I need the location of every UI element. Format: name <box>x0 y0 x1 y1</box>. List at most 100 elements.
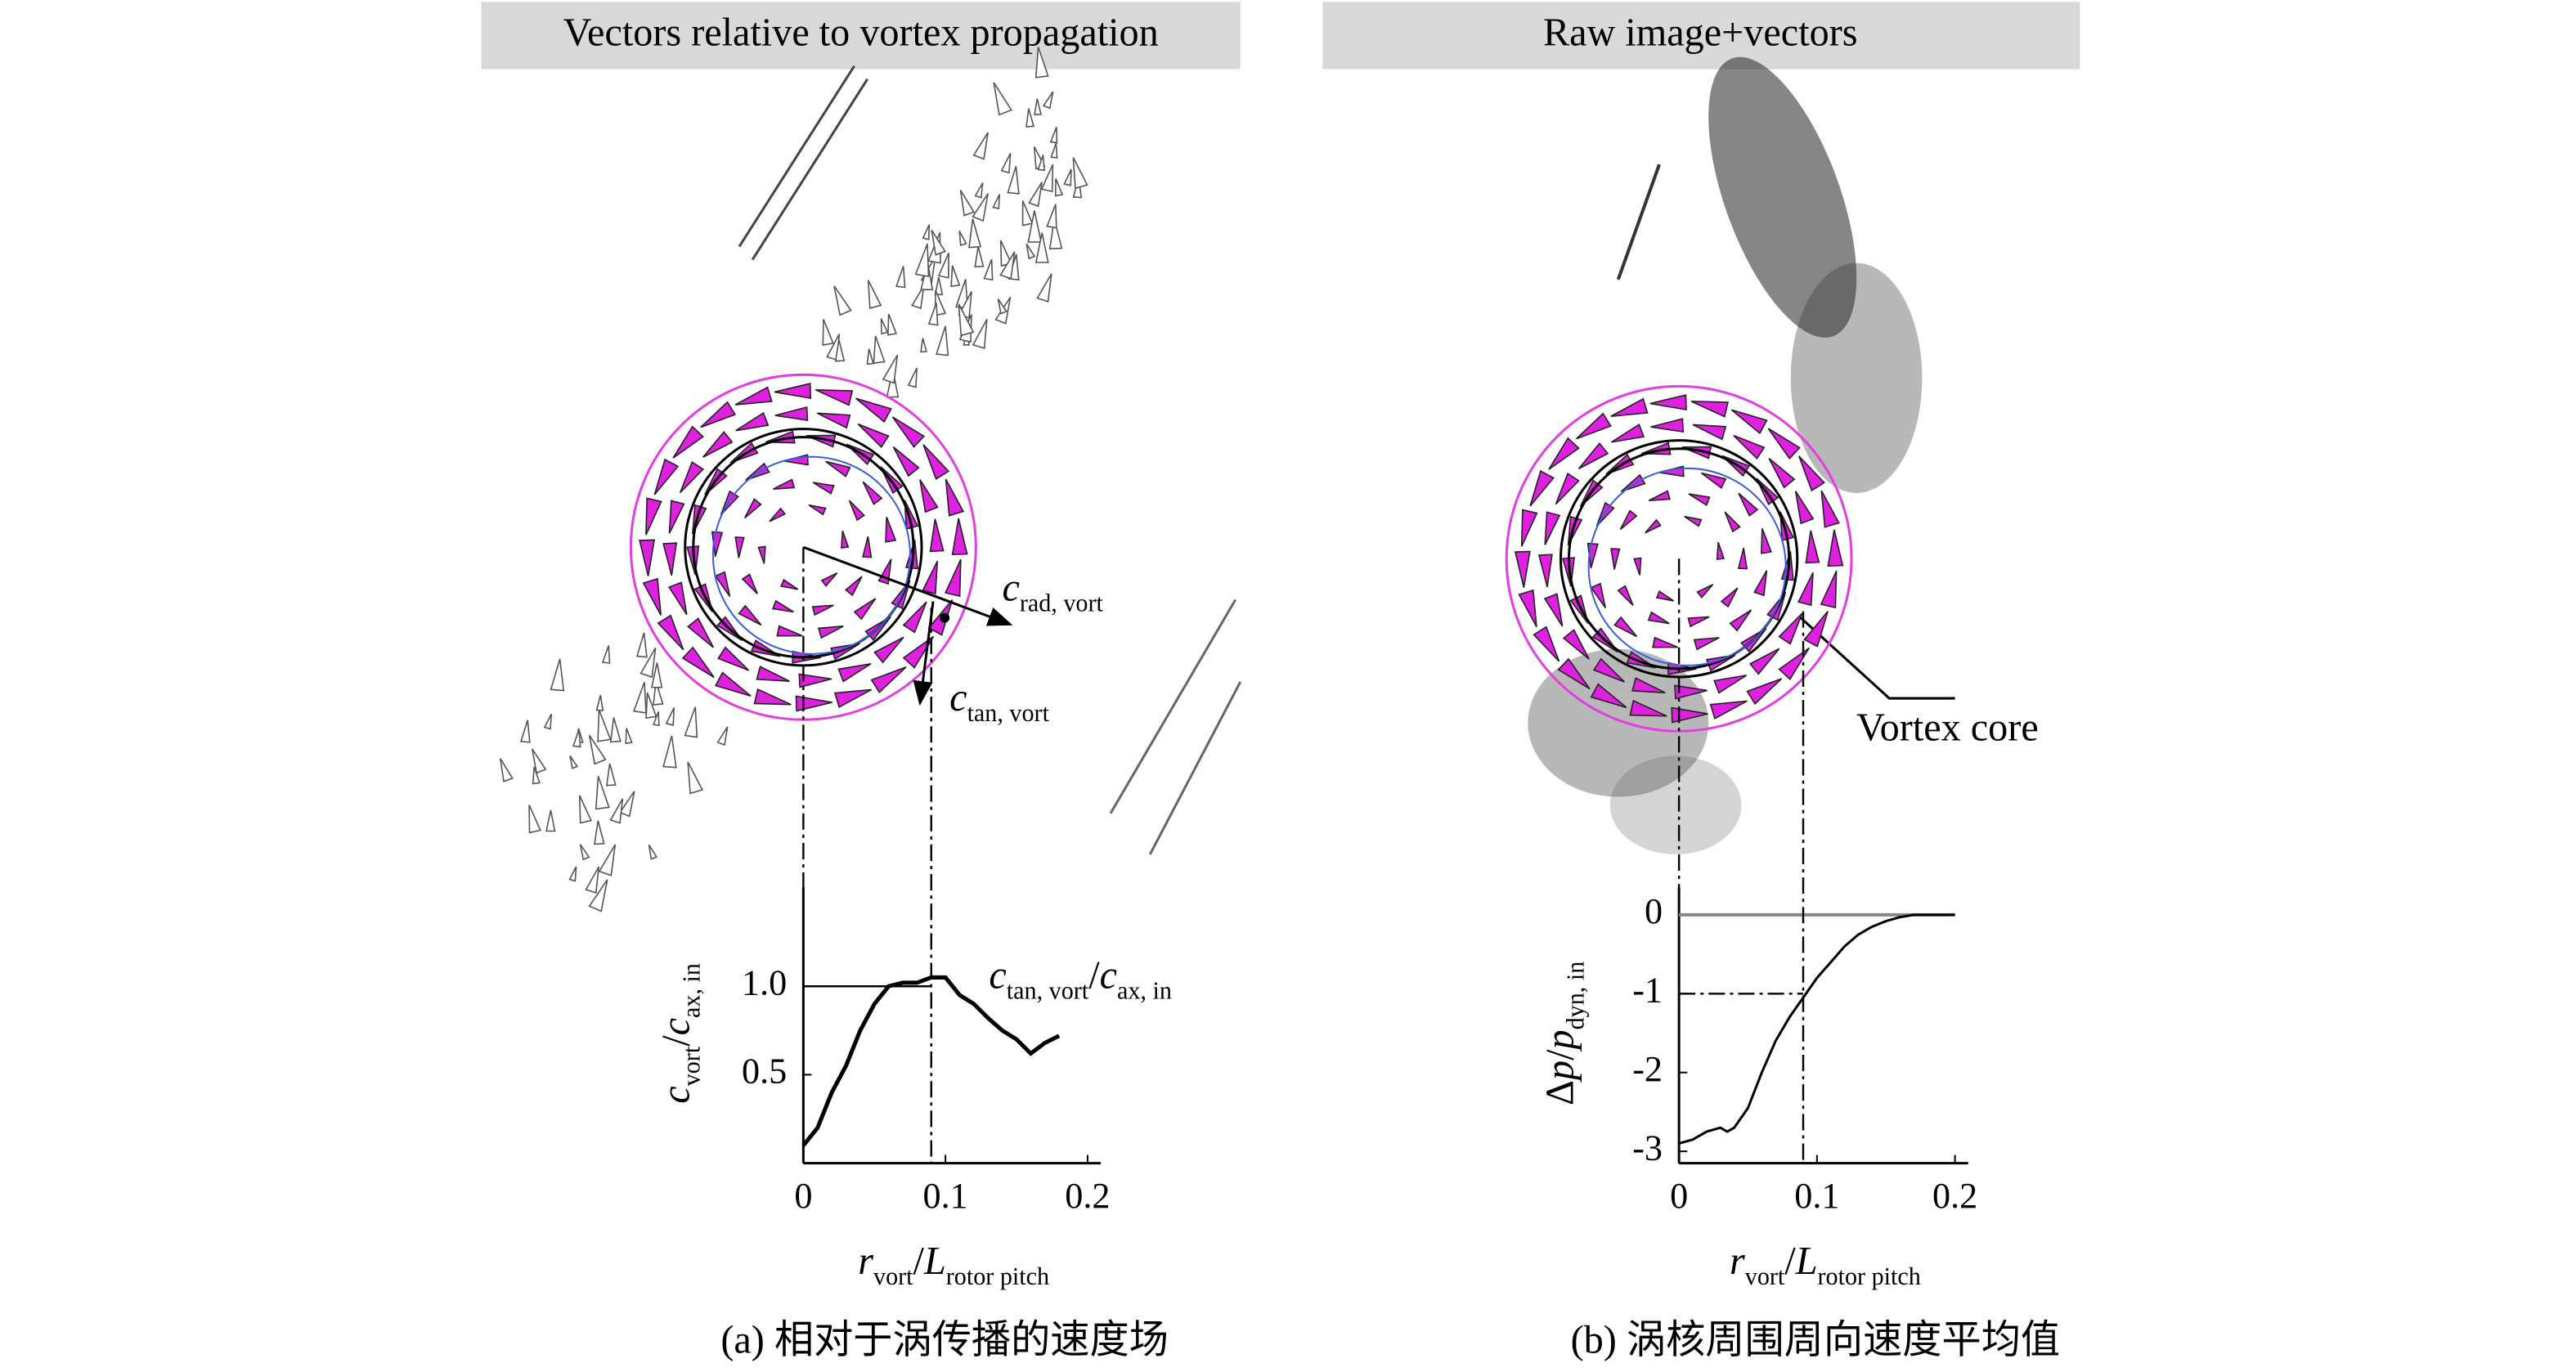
vector-arrow <box>1592 657 1625 683</box>
vector-arrow <box>1555 473 1580 505</box>
vector-arrow <box>1034 47 1049 78</box>
label-part: L <box>1795 1240 1818 1283</box>
vector-arrow <box>572 729 581 748</box>
vector-arrow <box>543 713 553 730</box>
vector-arrow <box>734 536 745 558</box>
vector-arrow <box>1518 589 1537 627</box>
vector-arrow <box>1548 437 1580 470</box>
y-tick-label: -3 <box>1632 1128 1663 1168</box>
vector-arrow <box>745 462 770 481</box>
vector-arrow <box>972 193 989 222</box>
vector-arrow <box>598 844 617 877</box>
smoke-region <box>1528 648 1709 797</box>
vector-arrow <box>687 761 704 795</box>
label-part: rad, vort <box>1020 589 1104 617</box>
vector-arrow <box>822 319 834 346</box>
vector-arrow <box>1674 684 1708 700</box>
y-tick-label: 0.5 <box>742 1051 787 1092</box>
vector-arrow <box>950 265 961 288</box>
vector-arrow <box>780 578 799 590</box>
vector-arrow <box>714 571 731 597</box>
vector-arrow <box>1778 647 1810 680</box>
vector-arrow <box>1748 648 1780 675</box>
vector-arrow <box>816 412 851 429</box>
vector-arrow <box>653 711 660 727</box>
vector-arrow <box>929 518 945 553</box>
vector-arrow <box>1652 636 1678 648</box>
vector-arrow <box>714 671 752 697</box>
vector-arrow <box>880 318 889 335</box>
vector-arrow <box>870 666 907 694</box>
vector-arrow <box>1629 699 1667 717</box>
vector-arrow <box>1000 153 1012 174</box>
vector-arrow <box>1649 394 1687 411</box>
smoke-region <box>1609 755 1742 854</box>
vector-arrow <box>757 545 766 564</box>
x-tick-label: 0.2 <box>1065 1176 1110 1216</box>
vector-arrow <box>853 598 877 621</box>
vector-arrow <box>1063 168 1072 186</box>
vector-arrow <box>999 251 1016 280</box>
vector-arrow <box>972 318 988 349</box>
vector-arrow <box>609 798 624 824</box>
vector-arrow <box>1760 528 1772 554</box>
vector-arrow <box>1671 706 1708 724</box>
vector-arrow <box>1797 572 1814 607</box>
vector-arrow <box>958 231 967 246</box>
vector-arrow <box>934 276 944 295</box>
vector-arrow <box>1696 584 1714 599</box>
x-tick-label: 0 <box>1670 1176 1688 1216</box>
vector-arrow <box>798 673 832 688</box>
vector-arrow <box>741 573 758 594</box>
vector-arrow <box>773 478 796 490</box>
vector-arrow <box>531 748 547 774</box>
vector-arrow <box>1645 518 1662 534</box>
vector-arrow <box>650 662 663 688</box>
vector-arrow <box>811 604 834 617</box>
vector-arrow <box>1034 98 1043 116</box>
annotation: Vortex core <box>1856 706 2039 749</box>
vector-arrow <box>1049 127 1058 144</box>
vector-arrow <box>601 645 611 665</box>
vector-arrow <box>1050 142 1058 159</box>
caption: (b) 涡核周围周向速度平均值 <box>1571 1319 2061 1362</box>
vector-arrow <box>1690 401 1729 418</box>
label-part: / <box>1539 1049 1582 1060</box>
vector-arrow <box>892 446 920 478</box>
vector-arrow <box>1620 473 1646 493</box>
data-line <box>1678 913 1955 1145</box>
vector-arrow <box>820 572 838 587</box>
vector-arrow <box>873 636 904 664</box>
vector-arrow <box>1716 541 1726 561</box>
vector-arrow <box>632 682 647 714</box>
vector-arrow <box>684 706 698 738</box>
label-part: / <box>655 1035 698 1047</box>
vector-arrow <box>841 530 850 549</box>
vector-arrow <box>545 809 556 832</box>
vector-arrow <box>895 266 906 289</box>
vector-arrow <box>902 635 935 669</box>
vector-arrow <box>974 182 984 199</box>
vector-arrow <box>648 844 658 860</box>
vector-arrow <box>1610 548 1621 570</box>
vector-arrow <box>848 500 866 522</box>
label-part: c <box>949 676 967 720</box>
vector-arrow <box>716 726 729 747</box>
vector-arrow <box>597 709 612 742</box>
vector-arrow <box>959 190 976 217</box>
annotation: ctan, vort​/cax, in​ <box>989 954 1172 1005</box>
label-part: Δ <box>1539 1080 1582 1105</box>
vector-arrow <box>1713 675 1748 694</box>
vector-arrow <box>1027 210 1043 243</box>
label-part: c <box>989 954 1006 998</box>
vector-arrow <box>992 194 1001 210</box>
vector-arrow <box>653 458 680 495</box>
vector-arrow <box>1544 511 1561 545</box>
label-part: rotor pitch <box>1818 1262 1921 1290</box>
vector-arrow <box>735 411 770 432</box>
vector-arrow <box>668 581 688 616</box>
vector-arrow <box>1034 232 1049 263</box>
vector-arrow <box>945 478 965 517</box>
vector-arrow <box>1648 490 1671 502</box>
vector-arrow <box>1768 458 1796 489</box>
